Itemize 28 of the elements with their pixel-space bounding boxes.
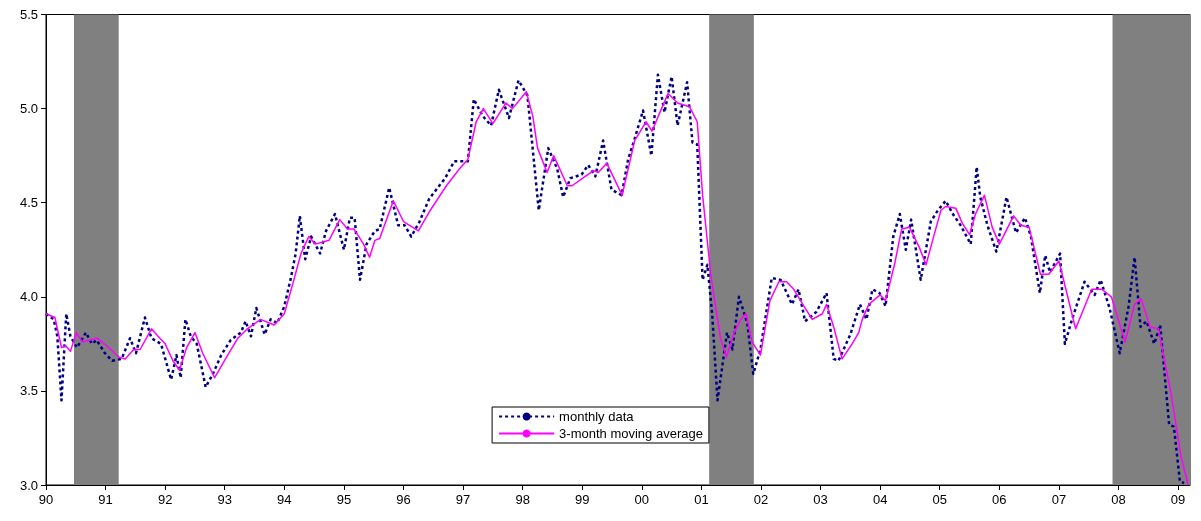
x-tick-label: 98 [515,492,530,507]
y-tick-label: 4.0 [19,289,38,305]
y-tick-label: 5.5 [19,7,38,22]
y-tick-label: 5.0 [19,101,38,117]
x-tick-label: 08 [1111,492,1126,507]
x-tick-label: 90 [38,492,54,507]
x-tick-label: 99 [575,492,590,507]
x-tick-label: 02 [753,492,769,507]
x-tick-label: 05 [932,492,947,507]
x-tick-label: 91 [98,492,113,507]
x-tick-label: 04 [872,492,888,507]
x-tick-label: 07 [1051,492,1067,507]
x-tick-label: 97 [455,492,471,507]
y-tick-label: 3.5 [19,383,38,399]
legend-label: 3-month moving average [559,426,703,441]
x-tick-label: 01 [694,492,709,507]
x-tick-label: 96 [396,492,411,507]
x-tick-label: 03 [813,492,828,507]
x-tick-label: 93 [217,492,232,507]
legend-label: monthly data [559,409,635,424]
x-tick-label: 06 [992,492,1007,507]
x-tick-label: 92 [157,492,173,507]
y-tick-label: 3.0 [19,477,38,493]
x-tick-label: 95 [336,492,352,507]
x-tick-label: 00 [634,492,650,507]
x-tick-label: 09 [1170,492,1186,507]
x-tick-label: 94 [277,492,292,507]
y-tick-label: 4.5 [19,195,38,211]
